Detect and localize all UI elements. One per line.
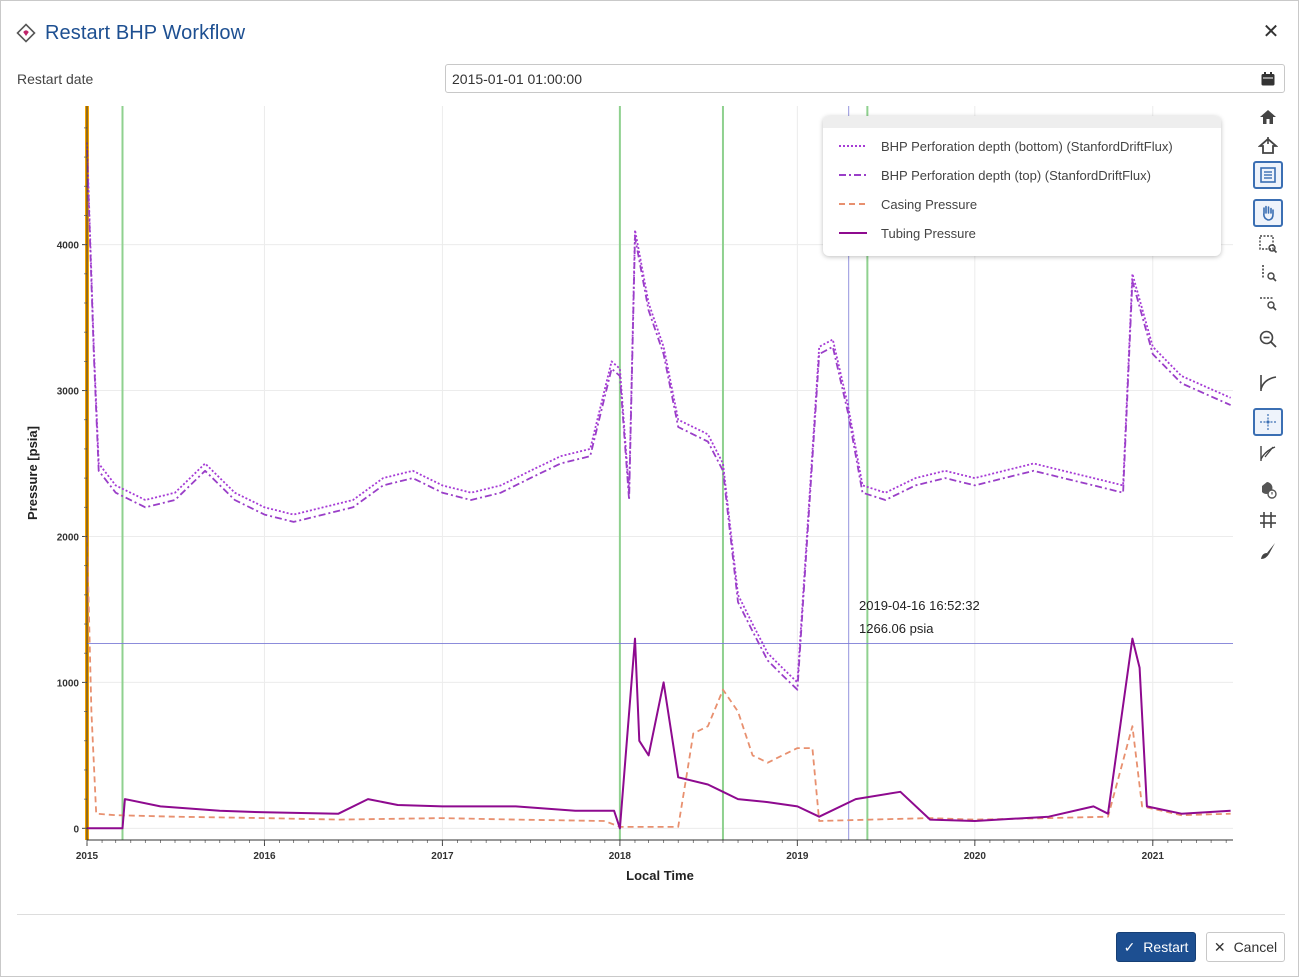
series-line-3 [87, 637, 1231, 830]
x-tick-label: 2019 [786, 851, 809, 862]
chart-legend[interactable]: BHP Perforation depth (bottom) (Stanford… [823, 116, 1221, 256]
x-tick-label: 2020 [964, 851, 987, 862]
restart-button-label: Restart [1143, 939, 1189, 955]
y-zoom-icon[interactable] [1253, 259, 1283, 287]
reset-home-icon[interactable] [1253, 103, 1283, 131]
x-tick-label: 2017 [431, 851, 454, 862]
y-tick-label: 0 [73, 824, 79, 835]
tangent-icon[interactable] [1253, 439, 1283, 467]
x-tick-label: 2016 [253, 851, 276, 862]
series-line-1 [86, 149, 1231, 691]
legend-item-tubing[interactable]: Tubing Pressure [839, 223, 976, 243]
legend-label: Casing Pressure [881, 196, 978, 212]
home-icon[interactable] [1253, 132, 1283, 160]
y-tick-label: 2000 [57, 532, 80, 543]
axis-layer: 0 1000 2000 3000 4000 2015 2016 2017 2018 2019 202… [57, 106, 1233, 862]
legend-label: BHP Perforation depth (top) (StanfordDri… [881, 167, 1151, 183]
legend-item-bhp-top[interactable]: BHP Perforation depth (top) (StanfordDri… [839, 165, 1151, 185]
legend-item-casing[interactable]: Casing Pressure [839, 194, 977, 214]
crosshair-value-readout: 1266.06 psia [859, 621, 934, 636]
curve-fit-icon[interactable] [1253, 369, 1283, 397]
cancel-button[interactable]: ✕ Cancel [1206, 932, 1285, 962]
close-button[interactable]: ✕ [1262, 21, 1280, 43]
y-tick-label: 1000 [57, 678, 80, 689]
y-tick-label: 4000 [57, 241, 80, 252]
legend-item-bhp-bottom[interactable]: BHP Perforation depth (bottom) (Stanford… [839, 136, 1173, 156]
cancel-button-label: Cancel [1233, 939, 1278, 955]
legend-swatch-dotted [839, 145, 867, 147]
crosshair-time-readout: 2019-04-16 16:52:32 [859, 598, 980, 613]
checkmark-icon: ✓ [1123, 938, 1136, 955]
y-tick-label: 3000 [57, 387, 80, 398]
grid-toggle-icon[interactable] [1253, 506, 1283, 534]
zoom-out-icon[interactable] [1253, 325, 1283, 353]
cancel-x-icon: ✕ [1213, 938, 1226, 955]
pan-hand-icon[interactable] [1253, 199, 1283, 227]
legend-label: Tubing Pressure [881, 225, 976, 241]
style-brush-icon[interactable] [1253, 537, 1283, 565]
x-tick-label: 2018 [609, 851, 632, 862]
legend-toggle-icon[interactable] [1253, 161, 1283, 189]
restart-date-input[interactable]: 2015-01-01 01:00:00 [445, 64, 1285, 93]
x-tick-label: 2015 [76, 851, 99, 862]
calendar-icon[interactable] [1260, 71, 1276, 87]
legend-label: BHP Perforation depth (bottom) (Stanford… [881, 138, 1173, 154]
workflow-diamond-icon [16, 23, 36, 43]
legend-swatch-dashdot [839, 174, 867, 176]
x-axis-title: Local Time [626, 868, 694, 883]
x-zoom-icon[interactable] [1253, 288, 1283, 316]
legend-swatch-solid [839, 232, 867, 234]
restart-date-value: 2015-01-01 01:00:00 [452, 71, 582, 87]
hover-tool-icon[interactable] [1253, 476, 1283, 504]
dialog-title-bar: Restart BHP Workflow [15, 19, 245, 47]
series-layer [86, 142, 1231, 830]
restart-date-label: Restart date [17, 71, 94, 87]
dialog-title: Restart BHP Workflow [45, 21, 246, 44]
y-axis-title: Pressure [psia] [25, 426, 40, 520]
legend-drag-handle[interactable] [823, 116, 1221, 128]
restart-button[interactable]: ✓ Restart [1116, 932, 1196, 962]
box-zoom-icon[interactable] [1253, 230, 1283, 258]
crosshair-icon[interactable] [1253, 408, 1283, 436]
series-line-2 [86, 536, 1231, 828]
x-tick-label: 2021 [1142, 851, 1165, 862]
legend-swatch-dashed [839, 203, 867, 205]
footer-divider [17, 914, 1285, 915]
